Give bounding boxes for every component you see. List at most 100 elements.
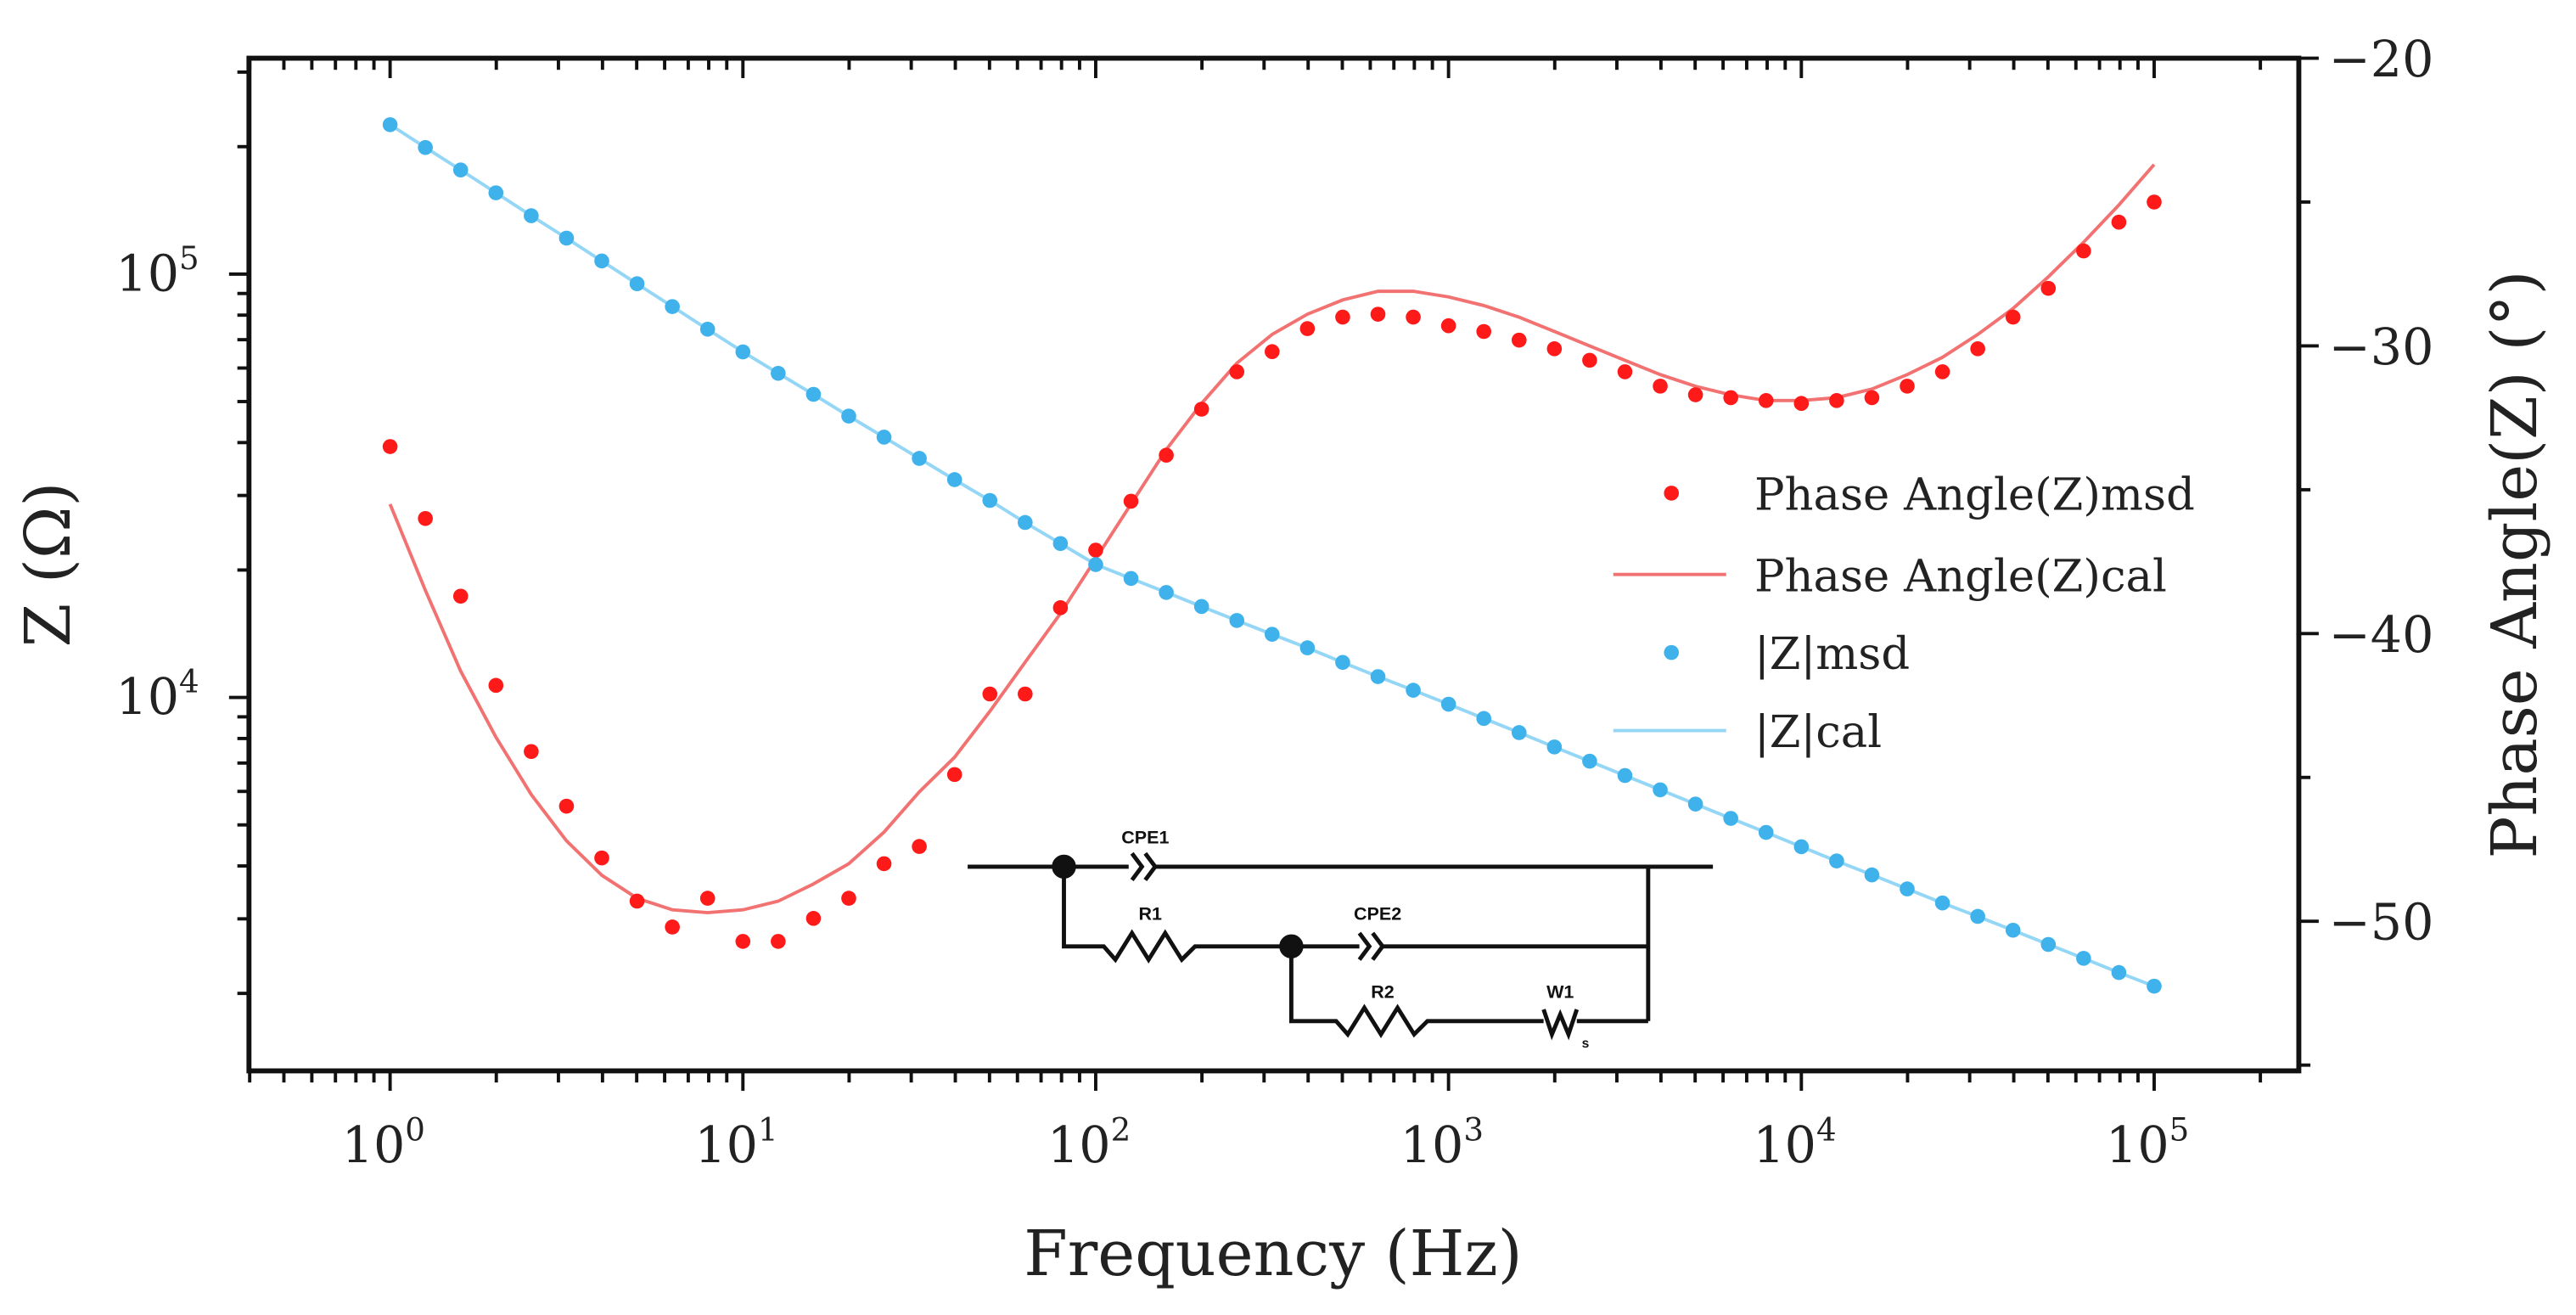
data-point [2111, 214, 2127, 230]
legend: Phase Angle(Z)msd Phase Angle(Z)cal |Z|m… [1613, 469, 2195, 758]
legend-label-phase-cal: Phase Angle(Z)cal [1754, 550, 2167, 602]
data-point [1052, 536, 1069, 552]
data-point [1864, 867, 1880, 883]
data-point [2040, 936, 2057, 953]
data-point [1476, 323, 1492, 340]
data-point [876, 856, 892, 872]
data-point [382, 117, 398, 132]
legend-marker-phase-msd [1664, 486, 1680, 501]
data-point [1653, 782, 1668, 798]
data-point [2076, 951, 2091, 966]
cpe2-symbol [1357, 931, 1372, 961]
data-point [1370, 306, 1386, 322]
label-w1: W1 [1546, 981, 1574, 1002]
data-point [1370, 669, 1386, 684]
data-point [629, 893, 645, 909]
data-point [1159, 585, 1174, 600]
series-layer [382, 117, 2162, 994]
x-tick-label: 103 [1400, 1112, 1484, 1174]
plot-frame [246, 55, 2302, 1074]
data-point [1440, 696, 1456, 712]
data-point [1088, 557, 1103, 572]
data-point [452, 588, 469, 604]
y-right-axis-title: Phase Angle(Z) (°) [2478, 270, 2551, 858]
data-point [488, 677, 504, 694]
data-point [699, 891, 716, 906]
legend-label-phase-msd: Phase Angle(Z)msd [1754, 469, 2195, 520]
data-point [1758, 393, 1774, 408]
data-point [1406, 683, 1421, 698]
data-point [1123, 493, 1139, 509]
data-point [1864, 390, 1880, 406]
data-point [1687, 387, 1703, 402]
data-point [1829, 853, 1844, 868]
data-point [558, 230, 575, 246]
data-point [982, 492, 998, 509]
y-right-tick-label: −40 [2329, 606, 2434, 664]
data-point [841, 408, 856, 424]
y-right-tick-label: −50 [2329, 894, 2434, 952]
data-point [946, 767, 962, 783]
data-point [1018, 686, 1033, 702]
data-point [1582, 753, 1597, 769]
tick-labels: 100 101 102 103 104 105 104 105 −20 −30 −40 −50 [115, 31, 2433, 1174]
equivalent-circuit [968, 851, 1714, 1041]
x-tick-label: 104 [1753, 1112, 1836, 1174]
data-point [594, 253, 609, 269]
data-point [1617, 767, 1633, 784]
data-point [735, 344, 751, 360]
data-point [1793, 396, 1810, 412]
data-point [1934, 364, 1950, 379]
cpe2-symbol-2 [1371, 931, 1386, 961]
data-point [524, 744, 539, 760]
x-tick-label: 102 [1047, 1112, 1131, 1174]
label-ws-sub: s [1582, 1037, 1590, 1051]
data-point [1617, 364, 1633, 379]
y-left-tick-label: 104 [115, 664, 199, 726]
data-point [1546, 739, 1563, 755]
label-cpe2: CPE2 [1354, 903, 1401, 924]
data-point [558, 798, 575, 814]
data-point [841, 891, 856, 906]
series-line-1 [388, 163, 2156, 915]
x-tick-label: 101 [694, 1112, 777, 1174]
data-point [1159, 447, 1174, 464]
data-point [1264, 344, 1280, 360]
data-point [665, 919, 680, 935]
data-point [1793, 839, 1810, 855]
data-point [382, 439, 398, 454]
data-point [2040, 280, 2057, 296]
data-point [1335, 309, 1350, 325]
x-tick-label: 105 [2106, 1112, 2189, 1174]
circuit-node-1 [1052, 854, 1076, 879]
data-point [771, 934, 786, 949]
legend-marker-z-msd [1664, 644, 1680, 660]
data-point [1900, 881, 1915, 896]
data-point [1052, 600, 1069, 615]
data-point [1582, 352, 1597, 368]
data-point [418, 139, 433, 155]
legend-label-z-msd: |Z|msd [1754, 628, 1910, 680]
data-point [1229, 613, 1245, 628]
cpe1-symbol-2 [1143, 851, 1159, 882]
warburg-symbol [1541, 1009, 1580, 1041]
legend-label-z-cal: |Z|cal [1754, 706, 1882, 758]
data-point [1476, 711, 1492, 727]
data-point [1299, 640, 1316, 655]
data-point [1970, 341, 1985, 357]
y-right-tick-label: −30 [2329, 318, 2434, 376]
data-point [805, 911, 822, 926]
data-point [1229, 364, 1245, 379]
data-point [665, 299, 680, 314]
data-point [1264, 627, 1280, 642]
data-point [1193, 598, 1209, 615]
data-point [2005, 922, 2021, 938]
data-point [735, 934, 751, 949]
cpe1-symbol [1130, 851, 1145, 882]
data-point [452, 162, 469, 178]
data-point [876, 430, 892, 445]
data-point [2147, 978, 2162, 994]
y-left-tick-label: 105 [115, 240, 199, 302]
data-point [594, 850, 609, 866]
